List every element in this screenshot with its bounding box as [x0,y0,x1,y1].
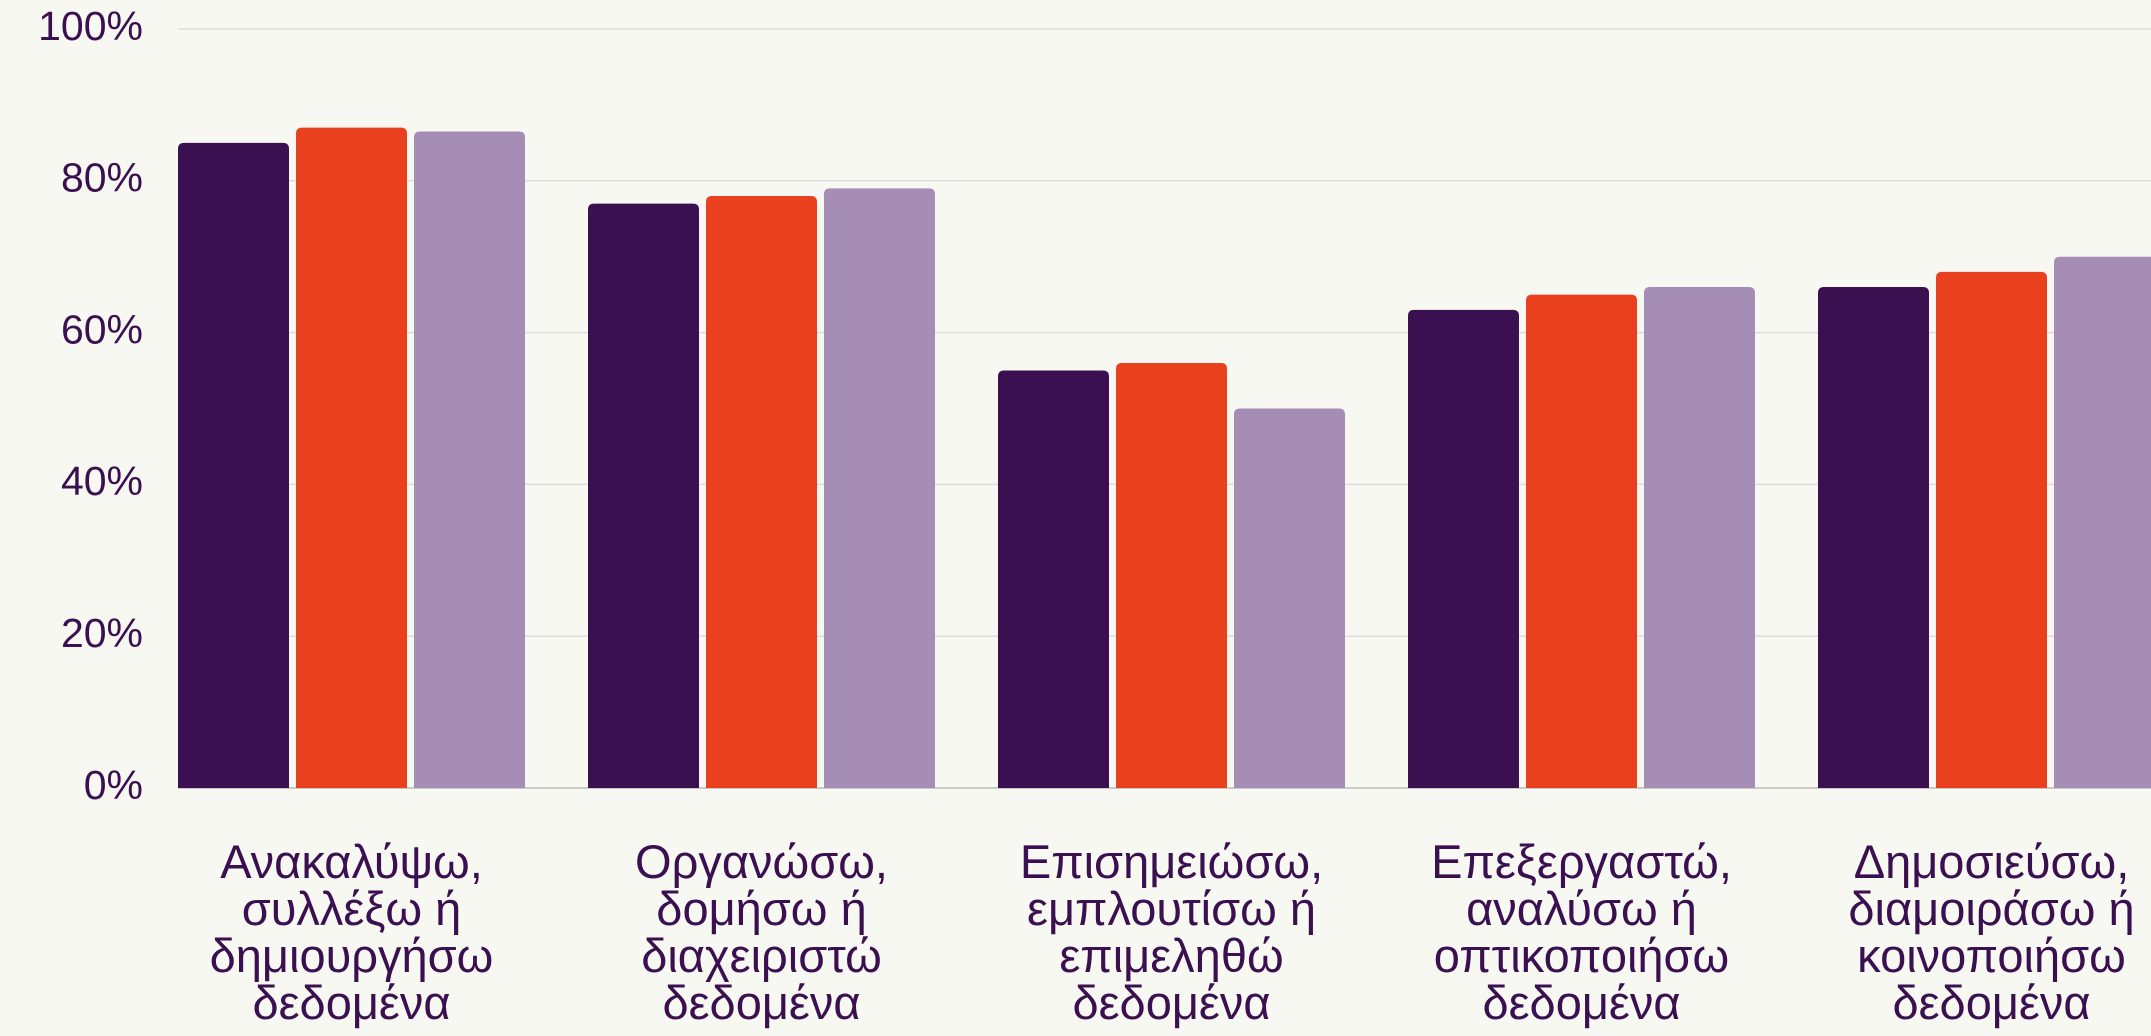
bar [1408,309,1519,788]
bar [824,188,935,788]
bar [1936,271,2047,788]
bar [296,127,407,789]
bar [1526,294,1637,788]
y-tick-label: 0% [84,762,143,808]
bar [588,203,699,788]
bar [998,370,1109,788]
x-tick-label: Επισημειώσω, εμπλουτίσω ή επιμεληθώ δεδο… [1019,835,1324,1029]
x-tick-label: Ανακαλύψω, συλλέξω ή δημιουργήσω δεδομέν… [209,835,494,1029]
bar [1116,362,1227,788]
bar [2054,256,2151,788]
bar [1818,287,1929,788]
x-tick-label: Επεξεργαστώ, αναλύσω ή οπτικοποιήσω δεδο… [1431,835,1732,1029]
y-tick-label: 80% [61,155,143,201]
bar [414,131,525,789]
y-tick-label: 100% [38,3,143,49]
bar [706,195,817,789]
x-tick-label: Δημοσιεύσω, διαμοιράσω ή κοινοποιήσω δεδ… [1848,835,2135,1029]
y-tick-label: 20% [61,610,143,656]
y-tick-label: 60% [61,306,143,352]
bar [178,142,289,789]
y-tick-label: 40% [61,458,143,504]
bar [1234,408,1345,788]
x-tick-label: Οργανώσω, δομήσω ή διαχειριστώ δεδομένα [635,835,888,1029]
bar [1644,287,1755,788]
